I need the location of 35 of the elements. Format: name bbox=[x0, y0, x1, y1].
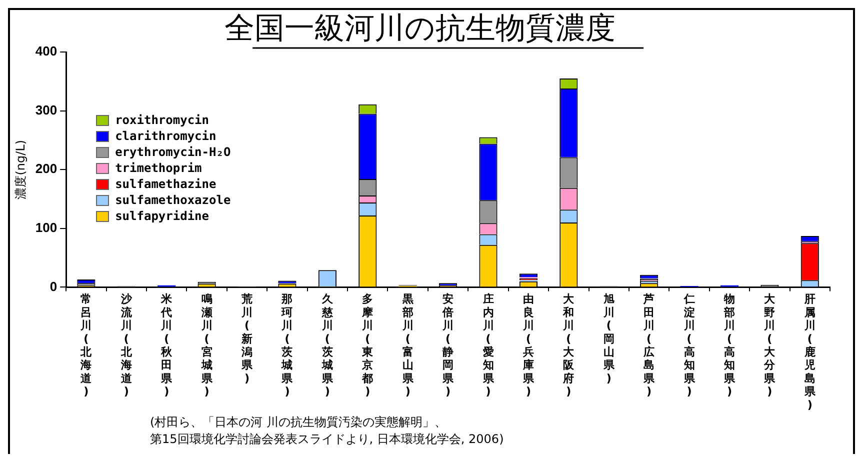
legend-label: sulfamethoxazole bbox=[115, 192, 231, 208]
y-tick-label: 300 bbox=[35, 102, 58, 118]
y-tick-label: 100 bbox=[35, 220, 58, 235]
x-tick-label: 米代川(秋田県) bbox=[160, 292, 174, 398]
chart-title: 全国一級河川の抗生物質濃度 bbox=[224, 10, 616, 46]
x-tick-label: 大和川(大阪府) bbox=[562, 292, 576, 398]
y-tick-label: 200 bbox=[35, 161, 58, 176]
x-tick-label: 多摩川(東京都) bbox=[361, 292, 374, 398]
text: 第15回環境化学討論会発表スライドより, 日本環境化学会, 2006) bbox=[150, 431, 504, 448]
y-tick-label: 400 bbox=[35, 44, 58, 59]
legend-label: sulfamethazine bbox=[115, 176, 216, 192]
x-tick-label: 旭川(岡山県) bbox=[602, 292, 616, 385]
text: (村田ら、「日本の河 川の抗生物質汚染の実態解明」、 bbox=[150, 414, 448, 431]
x-tick-label: 物部川(高知県) bbox=[722, 292, 736, 398]
legend-label: clarithromycin bbox=[115, 128, 216, 144]
legend-label: trimethoprim bbox=[115, 160, 202, 176]
x-tick-label: 由良川(兵庫県) bbox=[522, 292, 535, 398]
x-tick-label: 大野川(大分県) bbox=[763, 292, 776, 398]
legend-label: erythromycin-H₂O bbox=[115, 144, 231, 160]
y-tick-label: 0 bbox=[50, 278, 58, 294]
y-axis-title: 濃度(ng/L) bbox=[13, 140, 28, 200]
x-tick-label: 芦田川(広島県) bbox=[642, 292, 656, 398]
x-tick-label: 常呂川(北海道) bbox=[80, 292, 93, 398]
x-tick-label: 沙流川(北海道) bbox=[120, 292, 133, 398]
x-tick-label: 鳴瀬川(宮城県) bbox=[200, 292, 214, 398]
x-tick-label: 荒川(新潟県) bbox=[240, 292, 254, 385]
x-tick-label: 安倍川(静岡県) bbox=[442, 292, 455, 398]
x-tick-label: 黒部川(富山県) bbox=[401, 292, 414, 398]
legend-label: sulfapyridine bbox=[115, 208, 209, 224]
x-tick-label: 仁淀川(高知県) bbox=[682, 292, 696, 398]
legend-label: roxithromycin bbox=[115, 112, 209, 128]
category-label: 肝属川(鹿児島県) bbox=[804, 292, 816, 412]
x-tick-label: 那珂川(茨城県) bbox=[280, 292, 294, 398]
x-tick-label: 庄内川(愛知県) bbox=[482, 292, 495, 398]
x-tick-label: 久慈川(茨城県) bbox=[320, 292, 334, 398]
